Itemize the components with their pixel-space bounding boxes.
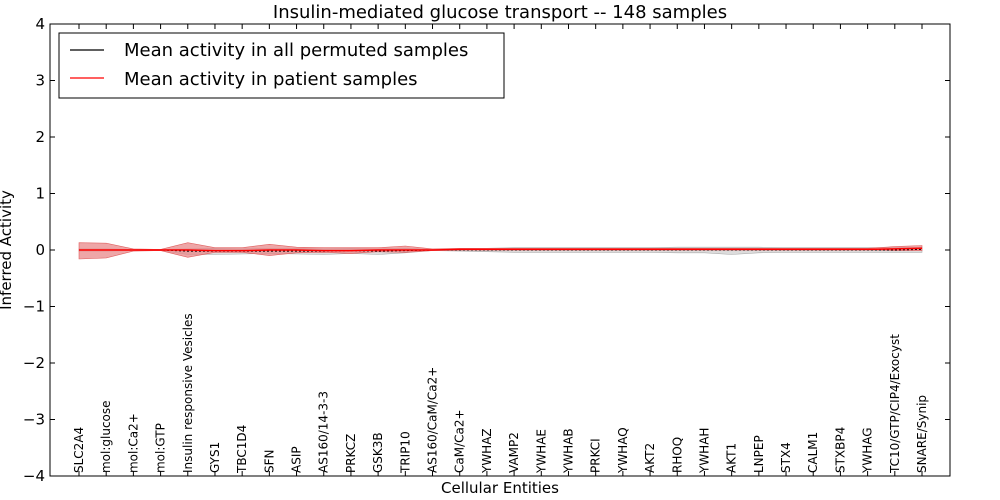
x-tick-label: YWHAE <box>534 429 548 474</box>
x-tick-label: SLC2A4 <box>72 427 86 473</box>
x-tick-label: AS160/14-3-3 <box>317 391 331 473</box>
x-tick-label: YWHAG <box>861 427 875 474</box>
legend-box <box>58 32 505 99</box>
x-tick-label: AKT2 <box>643 443 657 473</box>
x-tick-label: Insulin responsive Vesicles <box>181 313 195 473</box>
y-tick-label: 0 <box>35 241 45 259</box>
y-tick-label: 4 <box>35 15 45 33</box>
y-tick-label: −1 <box>23 298 45 316</box>
y-tick-label: −2 <box>23 354 45 372</box>
x-axis-ticks: SLC2A4 mol:glucose mol:Ca2+ mol:GTP Insulin … <box>72 24 929 476</box>
band-patient-samples <box>78 242 923 260</box>
x-tick-label: CALM1 <box>806 432 820 473</box>
y-axis-ticks: 4 3 2 1 0 −1 −2 −3 −4 <box>23 15 950 485</box>
x-axis-label: Cellular Entities <box>441 479 559 497</box>
x-tick-label: TRIP10 <box>398 431 412 474</box>
y-tick-label: 2 <box>35 128 45 146</box>
x-tick-label: RHOQ <box>670 437 684 473</box>
x-tick-label: PRKCZ <box>344 434 358 473</box>
x-tick-label: TC10/GTP/CIP4/Exocyst <box>888 334 902 474</box>
x-tick-label: GYS1 <box>208 442 222 473</box>
legend-label-permuted: Mean activity in all permuted samples <box>124 40 468 61</box>
x-tick-label: STX4 <box>779 442 793 473</box>
legend: Mean activity in all permuted samples Me… <box>58 32 505 99</box>
x-tick-label: SFN <box>262 450 276 474</box>
chart-title: Insulin-mediated glucose transport -- 14… <box>273 2 727 23</box>
y-tick-label: 3 <box>35 72 45 90</box>
x-tick-label: STXBP4 <box>833 427 847 473</box>
x-tick-label: ASIP <box>290 446 304 473</box>
x-tick-label: YWHAQ <box>616 427 630 474</box>
x-tick-label: PRKCI <box>589 438 603 473</box>
y-tick-label: 1 <box>35 185 45 203</box>
x-tick-label: VAMP2 <box>507 432 521 473</box>
y-tick-label: −3 <box>23 411 45 429</box>
x-tick-label: YWHAH <box>697 428 711 474</box>
x-tick-label: mol:GTP <box>154 423 168 473</box>
series-lines <box>79 247 923 252</box>
x-tick-label: AS160/CaM/Ca2+ <box>426 367 440 473</box>
x-tick-label: YWHAB <box>561 428 575 474</box>
x-tick-label: YWHAZ <box>480 428 494 474</box>
y-tick-label: −4 <box>23 467 45 485</box>
line-patient-samples <box>79 247 923 252</box>
x-tick-label: mol:Ca2+ <box>126 413 140 473</box>
y-axis-label: Inferred Activity <box>0 190 15 310</box>
x-tick-label: AKT1 <box>725 443 739 473</box>
x-tick-label: CaM/Ca2+ <box>453 409 467 473</box>
legend-label-patient: Mean activity in patient samples <box>124 69 418 90</box>
x-tick-label: SNARE/Synip <box>915 395 929 473</box>
x-tick-label: LNPEP <box>752 435 766 473</box>
x-tick-label: GSK3B <box>371 432 385 473</box>
x-tick-label: TBC1D4 <box>235 425 249 474</box>
x-tick-label: mol:glucose <box>99 400 113 473</box>
